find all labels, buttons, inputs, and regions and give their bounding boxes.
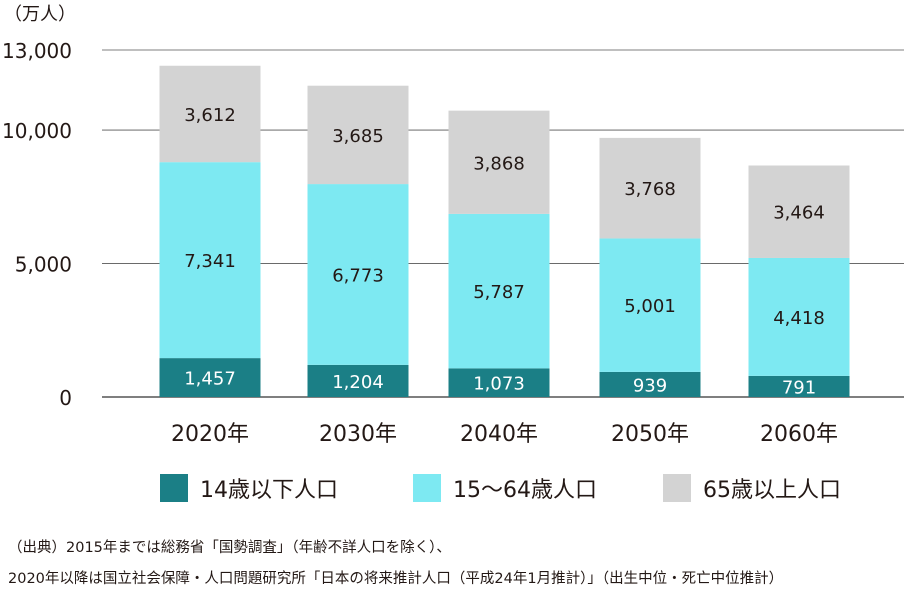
source-note-line-1: （出典）2015年までは総務省「国勢調査」（年齢不詳人口を除く）、 (8, 540, 451, 556)
data-label-2040年-series-2: 3,868 (473, 153, 525, 174)
bar-2030年-series-0 (307, 364, 409, 397)
legend-swatch-65-plus (663, 474, 691, 502)
data-label-2020年-series-2: 3,612 (184, 105, 236, 126)
bar-2040年-series-2 (448, 110, 550, 214)
data-label-2060年-series-1: 4,418 (773, 308, 825, 329)
data-label-2030年-series-0: 1,204 (332, 372, 384, 393)
legend-label-15-64: 15～64歳人口 (453, 478, 597, 503)
x-tick-label-0: 2020年 (171, 422, 249, 447)
legend: 14歳以下人口 15～64歳人口 65歳以上人口 (0, 472, 904, 506)
legend-item-15-64: 15～64歳人口 (413, 472, 597, 504)
data-label-2050年-series-0: 939 (633, 375, 667, 396)
bar-2040年-series-0 (448, 368, 550, 397)
legend-swatch-0-14 (160, 474, 188, 502)
bar-2050年-series-1 (599, 238, 701, 372)
bar-2030年-series-2 (307, 85, 409, 185)
bar-2060年-series-1 (748, 257, 850, 376)
data-label-2060年-series-2: 3,464 (773, 203, 825, 224)
x-tick-label-2: 2040年 (460, 422, 538, 447)
bar-2020年-series-1 (159, 162, 261, 359)
y-tick-label-13000: 13,000 (2, 39, 72, 63)
bar-2030年-series-1 (307, 184, 409, 365)
stacked-bar-chart: 0 5,000 10,000 13,000 1,457 7,341 3,612 2020年 1,… (2, 39, 904, 447)
bar-2050年-series-2 (599, 137, 701, 239)
bar-2060年-series-2 (748, 165, 850, 258)
data-label-2040年-series-1: 5,787 (473, 282, 525, 303)
data-label-2060年-series-0: 791 (782, 377, 816, 398)
data-label-2020年-series-0: 1,457 (184, 369, 236, 390)
bar-2040年-series-1 (448, 213, 550, 369)
y-axis-unit-label: （万人） (4, 4, 76, 25)
legend-item-65-plus: 65歳以上人口 (663, 472, 841, 504)
x-tick-label-1: 2030年 (319, 422, 397, 447)
bar-2060年-series-0 (748, 375, 850, 397)
legend-item-0-14: 14歳以下人口 (160, 472, 338, 504)
data-label-2030年-series-1: 6,773 (332, 265, 384, 286)
data-label-2050年-series-1: 5,001 (624, 296, 676, 317)
data-label-2050年-series-2: 3,768 (624, 179, 676, 200)
data-label-2040年-series-0: 1,073 (473, 374, 525, 395)
y-tick-label-5000: 5,000 (15, 253, 72, 277)
data-label-2020年-series-1: 7,341 (184, 251, 236, 272)
x-tick-label-3: 2050年 (611, 422, 689, 447)
y-tick-label-10000: 10,000 (2, 119, 72, 143)
source-note-line-2: 2020年以降は国立社会保障・人口問題研究所「日本の将来推計人口（平成24年1月… (8, 571, 784, 587)
legend-label-65-plus: 65歳以上人口 (703, 478, 841, 503)
y-tick-label-0: 0 (59, 386, 72, 410)
x-tick-label-4: 2060年 (760, 422, 838, 447)
legend-label-0-14: 14歳以下人口 (200, 478, 338, 503)
legend-swatch-15-64 (413, 474, 441, 502)
data-label-2030年-series-2: 3,685 (332, 126, 384, 147)
bar-2020年-series-0 (159, 358, 261, 397)
bar-2020年-series-2 (159, 65, 261, 163)
bar-2050年-series-0 (599, 371, 701, 397)
